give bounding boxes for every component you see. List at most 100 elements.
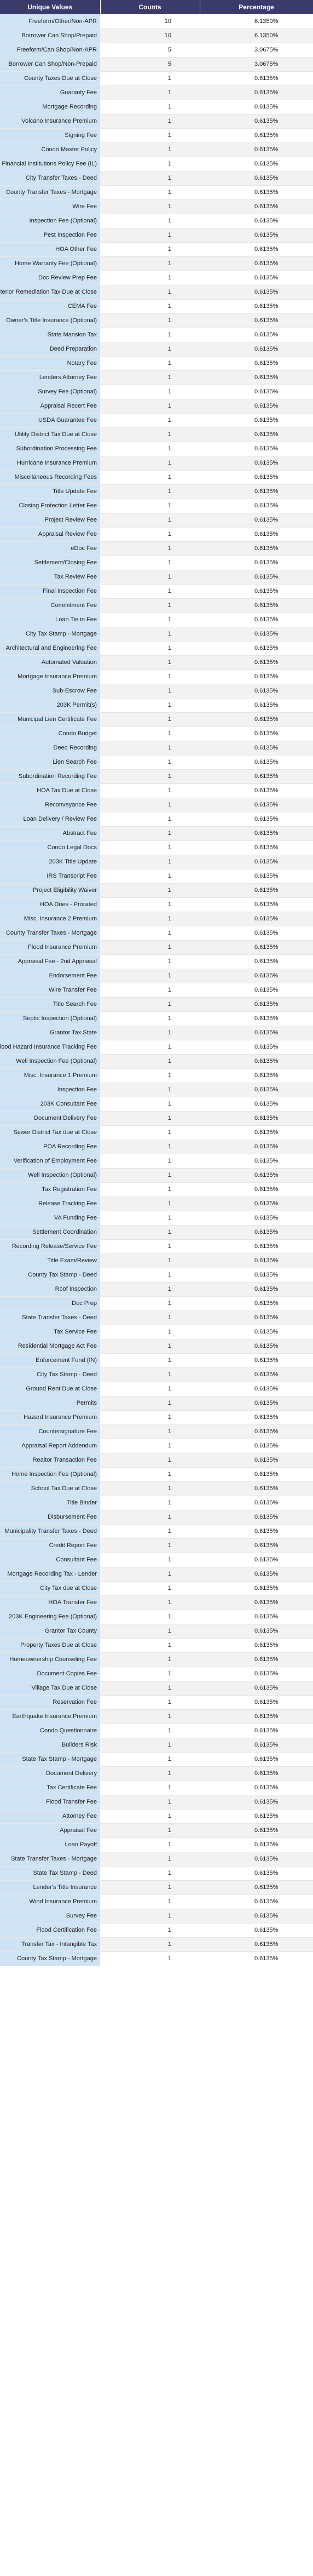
row-percentage-cell: 0.6135%: [200, 1026, 313, 1040]
row-count-cell: 1: [100, 1823, 200, 1838]
row-label-cell: Condo Budget: [0, 726, 100, 741]
row-percentage-cell: 0.6135%: [200, 1296, 313, 1311]
table-row: 203K Engineering Fee (Optional) 1 0.6135%: [0, 1610, 313, 1624]
row-label-cell: Condo Legal Docs: [0, 840, 100, 855]
header-percentage[interactable]: Percentage: [200, 0, 313, 14]
row-count-cell: 1: [100, 1253, 200, 1268]
row-count-cell: 1: [100, 171, 200, 186]
row-label-cell: Ground Rent Due at Close: [0, 1382, 100, 1396]
row-count-cell: 1: [100, 869, 200, 884]
row-percentage-cell: 0.6135%: [200, 1510, 313, 1525]
row-count-cell: 1: [100, 954, 200, 969]
row-percentage-cell: 0.6135%: [200, 698, 313, 713]
row-count-cell: 1: [100, 669, 200, 684]
row-label-cell: Tax Service Fee: [0, 1325, 100, 1339]
row-percentage-cell: 0.6135%: [200, 1382, 313, 1396]
row-label-cell: Deed Recording: [0, 741, 100, 755]
row-count-cell: 1: [100, 242, 200, 257]
row-label-cell: City Tax Stamp - Mortgage: [0, 627, 100, 642]
header-unique-values[interactable]: Unique Values: [0, 0, 101, 14]
row-label-cell: Doc Prep: [0, 1296, 100, 1311]
row-label-cell: Builders Risk: [0, 1738, 100, 1753]
row-count-cell: 1: [100, 1652, 200, 1667]
table-row: Condo Budget 1 0.6135%: [0, 726, 313, 741]
row-label-cell: State Transfer Taxes - Deed: [0, 1310, 100, 1325]
table-row: eDoc Fee 1 0.6135%: [0, 541, 313, 556]
row-label-cell: 203K Engineering Fee (Optional): [0, 1610, 100, 1624]
table-row: Document Delivery Fee 1 0.6135%: [0, 1111, 313, 1126]
row-label-cell: Enforcement Fund (IN): [0, 1353, 100, 1368]
row-percentage-cell: 0.6135%: [200, 755, 313, 770]
row-label-cell: Pest Inspection Fee: [0, 228, 100, 243]
row-percentage-cell: 0.6135%: [200, 1581, 313, 1596]
row-label-cell: Residential Mortgage Act Fee: [0, 1339, 100, 1354]
table-row: Appraisal Fee 1 0.6135%: [0, 1823, 313, 1838]
row-count-cell: 1: [100, 1937, 200, 1952]
row-count-cell: 1: [100, 1225, 200, 1240]
table-row: Home Inspection Fee (Optional) 1 0.6135%: [0, 1467, 313, 1482]
row-label-cell: Flood Certification Fee: [0, 1923, 100, 1938]
row-label-cell: HOA Dues - Prorated: [0, 897, 100, 912]
table-row: Sub-Escrow Fee 1 0.6135%: [0, 684, 313, 699]
row-percentage-cell: 0.6135%: [200, 1310, 313, 1325]
row-percentage-cell: 0.6135%: [200, 85, 313, 100]
row-label-cell: 203K Permit(s): [0, 698, 100, 713]
table-row: Settlement Coordination 1 0.6135%: [0, 1225, 313, 1240]
row-percentage-cell: 0.6135%: [200, 997, 313, 1012]
row-percentage-cell: 0.6135%: [200, 1097, 313, 1112]
row-label-cell: Misc. Insurance 1 Premium: [0, 1068, 100, 1083]
row-percentage-cell: 0.6135%: [200, 969, 313, 983]
row-percentage-cell: 0.6135%: [200, 897, 313, 912]
row-label-cell: Attorney Fee: [0, 1809, 100, 1824]
table-row: State Tax Stamp - Mortgage 1 0.6135%: [0, 1752, 313, 1767]
row-percentage-cell: 0.6135%: [200, 214, 313, 228]
row-percentage-cell: 0.6135%: [200, 385, 313, 399]
row-count-cell: 1: [100, 1724, 200, 1738]
table-row: Project Review Fee 1 0.6135%: [0, 513, 313, 528]
row-percentage-cell: 0.6135%: [200, 669, 313, 684]
row-count-cell: 1: [100, 1396, 200, 1411]
row-label-cell: State Mansion Tax: [0, 328, 100, 342]
row-label-cell: Project Eligibility Waiver: [0, 883, 100, 898]
row-label-cell: Village Tax Due at Close: [0, 1681, 100, 1696]
header-counts[interactable]: Counts: [100, 0, 200, 14]
table-row: HOA Transfer Fee 1 0.6135%: [0, 1595, 313, 1610]
row-label-cell: Inspection Fee: [0, 1083, 100, 1097]
row-count-cell: 1: [100, 1382, 200, 1396]
row-percentage-cell: 0.6135%: [200, 1325, 313, 1339]
row-count-cell: 1: [100, 684, 200, 699]
row-count-cell: 1: [100, 541, 200, 556]
row-percentage-cell: 0.6135%: [200, 513, 313, 528]
row-percentage-cell: 0.6135%: [200, 1951, 313, 1966]
row-percentage-cell: 0.6135%: [200, 1567, 313, 1582]
row-count-cell: 1: [100, 1111, 200, 1126]
row-label-cell: Sewer District Tax due at Close: [0, 1125, 100, 1140]
row-percentage-cell: 0.6135%: [200, 228, 313, 243]
row-count-cell: 1: [100, 1353, 200, 1368]
row-percentage-cell: 0.6135%: [200, 1182, 313, 1197]
row-count-cell: 1: [100, 85, 200, 100]
row-count-cell: 1: [100, 228, 200, 243]
row-percentage-cell: 0.6135%: [200, 1424, 313, 1439]
table-row: Ground Rent Due at Close 1 0.6135%: [0, 1382, 313, 1396]
row-percentage-cell: 0.6135%: [200, 1894, 313, 1909]
row-percentage-cell: 0.6135%: [200, 157, 313, 171]
table-row: Misc. Insurance 2 Premium 1 0.6135%: [0, 912, 313, 926]
row-count-cell: 1: [100, 513, 200, 528]
row-percentage-cell: 0.6135%: [200, 1852, 313, 1867]
row-percentage-cell: 0.6135%: [200, 1197, 313, 1211]
row-count-cell: 1: [100, 185, 200, 200]
row-label-cell: Condo Questionnaire: [0, 1724, 100, 1738]
table-row: Appraisal Report Addendum 1 0.6135%: [0, 1439, 313, 1453]
row-count-cell: 1: [100, 1524, 200, 1539]
table-row: School Tax Due at Close 1 0.6135%: [0, 1481, 313, 1496]
row-count-cell: 1: [100, 712, 200, 727]
table-row: City Tax Stamp - Mortgage 1 0.6135%: [0, 627, 313, 642]
table-row: Earthquake Insurance Premium 1 0.6135%: [0, 1709, 313, 1724]
row-count-cell: 1: [100, 1510, 200, 1525]
row-label-cell: Lien Search Fee: [0, 755, 100, 770]
row-percentage-cell: 6.1350%: [200, 28, 313, 43]
row-label-cell: Homeownership Counseling Fee: [0, 1652, 100, 1667]
row-label-cell: Document Copies Fee: [0, 1667, 100, 1681]
row-percentage-cell: 0.6135%: [200, 1781, 313, 1795]
